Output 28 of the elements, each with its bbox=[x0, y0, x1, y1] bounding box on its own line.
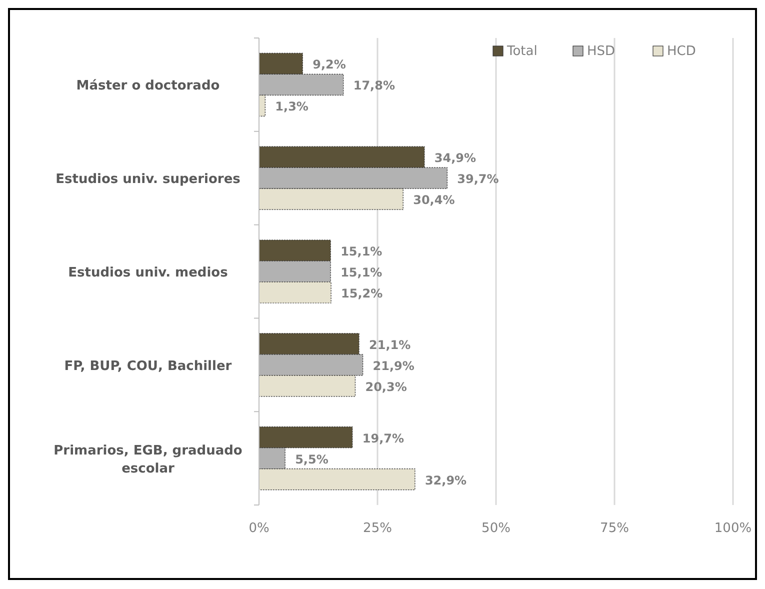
legend-label: HCD bbox=[667, 44, 696, 59]
x-tick-label: 25% bbox=[363, 521, 392, 536]
data-label: 17,8% bbox=[353, 78, 396, 93]
data-label: 21,9% bbox=[372, 358, 414, 373]
x-tick-label: 75% bbox=[600, 521, 629, 536]
x-tick-label: 0% bbox=[248, 521, 270, 536]
x-tick-label: 100% bbox=[714, 521, 752, 536]
data-label: 32,9% bbox=[424, 473, 467, 488]
data-label: 5,5% bbox=[295, 452, 328, 466]
data-label: 30,4% bbox=[413, 193, 455, 208]
data-label: 20,3% bbox=[365, 380, 407, 394]
legend-label: HSD bbox=[587, 44, 616, 59]
y-tick-label: Estudios univ. superiores bbox=[56, 172, 241, 188]
data-label: 39,7% bbox=[457, 172, 499, 186]
y-tick-label: FP, BUP, COU, Bachiller bbox=[64, 358, 232, 374]
data-label: 21,1% bbox=[369, 338, 411, 352]
data-label: 19,7% bbox=[362, 431, 404, 446]
data-label: 9,2% bbox=[312, 58, 346, 72]
y-tick-label: Máster o doctorado bbox=[76, 78, 220, 94]
y-tick-label: Primarios, EGB, graduado escolar bbox=[54, 443, 242, 476]
legend-label: Total bbox=[506, 44, 538, 59]
data-label: 15,2% bbox=[341, 286, 383, 300]
x-tick-label: 50% bbox=[482, 521, 510, 536]
data-label: 1,3% bbox=[275, 100, 308, 114]
y-tick-label: Estudios univ. medios bbox=[68, 266, 228, 280]
data-label: 34,9% bbox=[434, 151, 476, 166]
data-label: 15,1% bbox=[340, 266, 382, 280]
data-label: 15,1% bbox=[340, 244, 382, 258]
